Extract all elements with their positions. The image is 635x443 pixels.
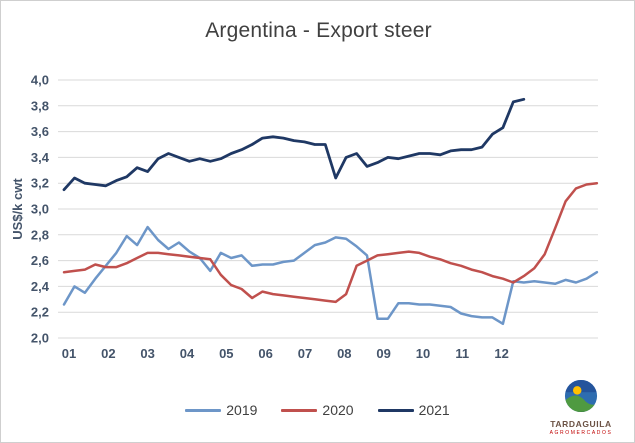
- x-tick-label: 03: [140, 346, 154, 361]
- legend-label-2019: 2019: [226, 402, 258, 418]
- y-tick-label: 3,0: [31, 202, 49, 217]
- y-tick-label: 2,2: [31, 305, 49, 320]
- x-tick-label: 10: [416, 346, 430, 361]
- legend-label-2021: 2021: [418, 402, 450, 418]
- y-tick-label: 2,4: [31, 279, 50, 294]
- legend-item-2020: 2020: [281, 402, 354, 418]
- y-tick-label: 2,0: [31, 331, 49, 346]
- series-line-2020: [62, 181, 599, 304]
- legend-swatch-2021: [377, 408, 414, 412]
- x-tick-label: 09: [376, 346, 390, 361]
- y-tick-label: 2,8: [31, 227, 49, 242]
- chart-legend: 2019 2020 2021: [1, 402, 634, 418]
- y-tick-label: 2,6: [31, 253, 49, 268]
- globe-hill-icon: [564, 379, 598, 413]
- y-tick-label: 3,6: [31, 124, 49, 139]
- series-line-2019: [62, 225, 599, 326]
- legend-item-2019: 2019: [185, 402, 257, 418]
- tardaguila-logo: TARDAGUILA AGROMERCADOS: [544, 379, 618, 436]
- legend-item-2021: 2021: [377, 402, 450, 418]
- legend-swatch-2020: [281, 408, 318, 412]
- chart-title: Argentina - Export steer: [205, 19, 432, 42]
- x-tick-label: 06: [258, 346, 272, 361]
- x-tick-label: 05: [219, 346, 233, 361]
- x-tick-label: 04: [180, 346, 195, 361]
- x-tick-label: 11: [455, 346, 469, 361]
- series-line-2021: [62, 97, 526, 192]
- x-tick-label: 07: [298, 346, 312, 361]
- legend-swatch-2019: [185, 408, 222, 412]
- y-tick-label: 3,8: [31, 98, 49, 113]
- x-tick-label: 02: [101, 346, 115, 361]
- y-tick-label: 3,2: [31, 176, 49, 191]
- y-tick-label: 4,0: [31, 73, 49, 88]
- logo-subtitle-text: AGROMERCADOS: [549, 430, 613, 436]
- x-tick-label: 01: [62, 346, 76, 361]
- x-tick-label: 08: [337, 346, 351, 361]
- y-tick-label: 3,4: [31, 150, 50, 165]
- x-tick-label: 12: [494, 346, 508, 361]
- logo-brand-text: TARDAGUILA: [550, 419, 612, 429]
- legend-label-2020: 2020: [322, 402, 354, 418]
